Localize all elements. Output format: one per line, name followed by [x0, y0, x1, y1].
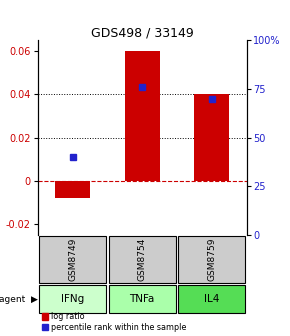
Bar — [178, 286, 245, 312]
Text: GSM8759: GSM8759 — [207, 238, 216, 281]
Legend: log ratio, percentile rank within the sample: log ratio, percentile rank within the sa… — [42, 312, 187, 332]
Text: IFNg: IFNg — [61, 294, 84, 304]
Text: GSM8749: GSM8749 — [68, 238, 77, 281]
Bar — [39, 286, 106, 312]
Bar — [125, 51, 160, 181]
Text: TNFa: TNFa — [129, 294, 155, 304]
Bar — [55, 181, 90, 198]
Text: agent  ▶: agent ▶ — [0, 295, 38, 303]
Bar — [194, 94, 229, 181]
Bar — [178, 236, 245, 283]
Title: GDS498 / 33149: GDS498 / 33149 — [91, 26, 193, 39]
Bar — [109, 236, 175, 283]
Text: GSM8754: GSM8754 — [137, 238, 147, 281]
Text: IL4: IL4 — [204, 294, 220, 304]
Bar — [109, 286, 175, 312]
Bar — [39, 236, 106, 283]
